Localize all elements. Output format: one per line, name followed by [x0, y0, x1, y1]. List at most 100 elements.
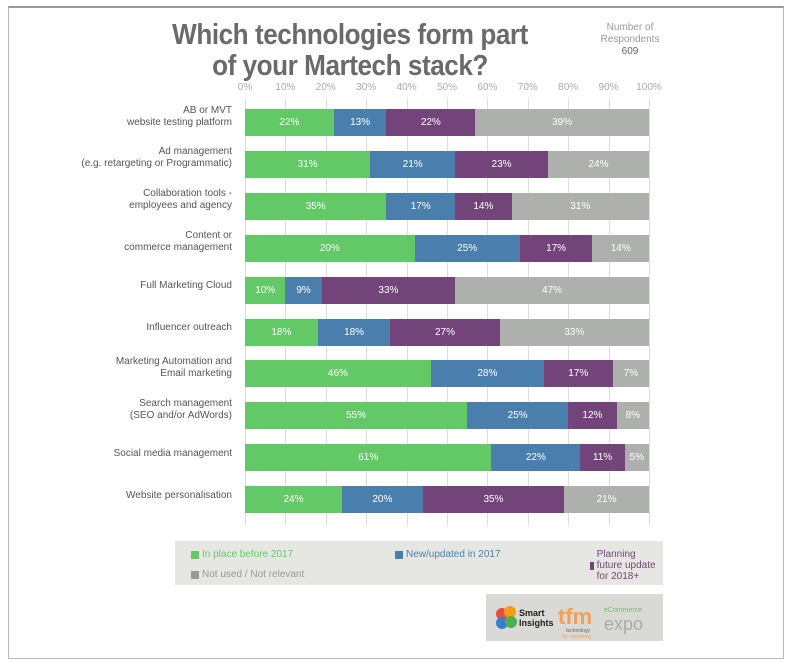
- svg-text:technology: technology: [566, 628, 591, 634]
- bar-segment: 21%: [564, 486, 649, 514]
- data-label: 31%: [570, 200, 591, 212]
- data-label: 14%: [610, 242, 631, 254]
- category-label-line: AB or MVT: [183, 104, 232, 116]
- bar-segment: 10%: [245, 276, 286, 304]
- category-label-line: Content or: [185, 230, 232, 242]
- bar-segment: 18%: [317, 318, 391, 346]
- x-tick-label: 10%: [275, 82, 296, 93]
- bar-segment: 8%: [616, 402, 649, 430]
- bar-segment: 17%: [386, 192, 456, 220]
- gridline: [245, 98, 246, 526]
- category-label-line: employees and agency: [129, 200, 232, 212]
- category-label-line: website testing platform: [126, 116, 232, 128]
- bar-segment: 24%: [548, 150, 649, 178]
- bar-segment: 46%: [245, 360, 431, 388]
- smart-insights-logo: Smart Insights: [496, 606, 554, 629]
- legend-label: In place before 2017: [202, 549, 294, 560]
- category-label: Collaboration tools - employees and agenc…: [60, 188, 232, 212]
- category-label-line: Influencer outreach: [146, 322, 232, 333]
- legend-item: In place before 2017: [191, 549, 293, 560]
- gridline: [447, 98, 448, 526]
- bar-segment: 35%: [422, 486, 565, 514]
- data-label: 22%: [420, 117, 441, 128]
- data-label: 12%: [582, 410, 603, 422]
- gridline: [406, 98, 408, 526]
- legend-swatch: [590, 561, 594, 570]
- x-tick-label: 30%: [356, 82, 377, 93]
- category-label: Marketing Automation and Email marketing: [60, 356, 232, 380]
- data-label: 25%: [457, 242, 478, 254]
- title-line-1: Which technologies form part: [172, 19, 528, 51]
- bar-segment: 5%: [624, 444, 649, 472]
- category-label: Social media management: [60, 448, 232, 460]
- bar-segment: 25%: [414, 234, 520, 262]
- respondents-box: Number of Respondents 609: [590, 22, 670, 58]
- category-label: Search management (SEO and/or AdWords): [60, 398, 232, 422]
- data-label: 23%: [491, 158, 512, 170]
- svg-text:expo: expo: [604, 614, 643, 634]
- gridline: [568, 98, 570, 526]
- category-label-line: commerce management: [124, 242, 232, 254]
- bar-segment: 14%: [592, 234, 649, 262]
- data-label: 24%: [283, 494, 304, 506]
- data-label: 17%: [410, 200, 431, 212]
- legend-item: Not used / Not relevant: [191, 569, 304, 580]
- data-label: 61%: [358, 452, 379, 464]
- respondents-label: Number of: [606, 22, 654, 33]
- data-label: 5%: [629, 452, 645, 464]
- data-label: 55%: [346, 410, 367, 422]
- bar-segment: 61%: [245, 444, 492, 472]
- bar-segment: 35%: [245, 192, 387, 220]
- gridline: [527, 98, 529, 526]
- category-label-line: Search management: [139, 397, 232, 409]
- data-label: 22%: [525, 452, 546, 464]
- data-label: 8%: [625, 410, 641, 422]
- x-tick-label: 80%: [558, 82, 579, 93]
- category-label: Ad management (e.g. retargeting or Progra…: [60, 146, 232, 170]
- category-label-line: Marketing Automation and: [115, 355, 232, 367]
- category-label-line: Collaboration tools -: [143, 188, 232, 200]
- category-label-line: (e.g. retargeting or Programmatic): [81, 158, 232, 170]
- x-tick-label: 20%: [315, 82, 336, 93]
- respondents-count: 609: [621, 46, 639, 57]
- gridline: [285, 98, 287, 526]
- category-label-line: Website personalisation: [126, 489, 232, 501]
- bar-segment: 31%: [511, 192, 649, 220]
- data-label: 21%: [596, 494, 617, 506]
- data-label: 20%: [372, 494, 393, 506]
- data-label: 14%: [473, 200, 494, 212]
- data-label: 22%: [279, 117, 300, 128]
- bar-segment: 21%: [370, 150, 456, 178]
- x-tick-label: 0%: [237, 82, 253, 93]
- gridline: [487, 98, 489, 526]
- chart-title: Which technologies form part of your Mar…: [170, 20, 530, 82]
- data-label: 13%: [350, 117, 371, 128]
- bar-segment: 12%: [568, 402, 617, 430]
- category-label-line: Email marketing: [160, 367, 232, 379]
- bar-segment: 55%: [245, 402, 468, 430]
- data-label: 27%: [434, 326, 455, 338]
- data-label: 10%: [255, 284, 276, 296]
- data-label: 17%: [546, 242, 567, 254]
- respondents-label: Respondents: [600, 34, 660, 45]
- data-label: 18%: [344, 326, 365, 338]
- bar-segment: 25%: [467, 402, 569, 430]
- legend-label: Planning future update for 2018+: [596, 549, 656, 582]
- x-tick-label: 70%: [517, 82, 538, 93]
- category-label: AB or MVT website testing platform: [60, 105, 232, 129]
- legend-swatch: [191, 570, 199, 579]
- title-line-2: of your Martech stack?: [212, 50, 488, 82]
- legend-label: Not used / Not relevant: [202, 569, 305, 580]
- svg-text:Insights: Insights: [519, 618, 554, 628]
- category-label-line: Ad management: [158, 146, 232, 158]
- bar-segment: 31%: [245, 150, 371, 178]
- bar-segment: 9%: [285, 276, 322, 304]
- legend-label: New/updated in 2017: [406, 549, 501, 560]
- bar-segment: 20%: [341, 486, 423, 514]
- category-label: Full Marketing Cloud: [60, 280, 232, 292]
- tfm-logo: tfm technology for marketing: [558, 604, 592, 640]
- bar-segment: 17%: [519, 234, 593, 262]
- svg-text:for marketing: for marketing: [562, 634, 591, 640]
- bar-segment: 14%: [455, 192, 512, 220]
- bar-segment: 22%: [386, 109, 476, 136]
